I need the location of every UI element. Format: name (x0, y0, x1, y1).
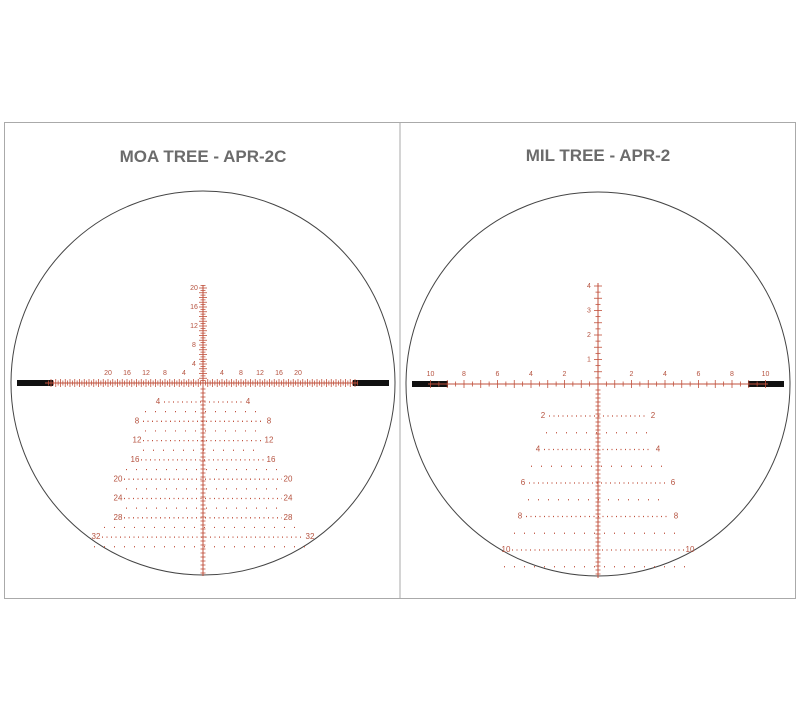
h-label: 2 (563, 371, 567, 378)
tree-label: 12 (133, 436, 142, 445)
h-label: 10 (427, 371, 435, 378)
h-label: 16 (275, 370, 283, 377)
h-label: 12 (142, 370, 150, 377)
h-label: 8 (163, 370, 167, 377)
h-label: 4 (220, 370, 224, 377)
tree-label: 2 (651, 411, 656, 420)
v-label: 16 (190, 304, 198, 311)
tree-label: 24 (284, 494, 293, 503)
h-label: 4 (529, 371, 533, 378)
h-label: 8 (462, 371, 466, 378)
tree-label: 16 (131, 455, 140, 464)
h-label: 6 (496, 371, 500, 378)
v-label: 4 (192, 361, 196, 368)
h-label: 16 (123, 370, 131, 377)
h-label: 8 (730, 371, 734, 378)
tree-label: 6 (671, 478, 676, 487)
h-label: 2 (630, 371, 634, 378)
v-label: 2 (587, 332, 591, 339)
tree-label: 20 (114, 474, 123, 483)
panel-title: MIL TREE - APR-2 (526, 146, 671, 165)
tree-label: 24 (114, 494, 123, 503)
post (353, 380, 389, 386)
tree-label: 32 (92, 532, 101, 541)
tree-label: 8 (135, 416, 140, 425)
tree-label: 4 (156, 397, 161, 406)
tree-label: 4 (246, 397, 251, 406)
v-label: 20 (190, 285, 198, 292)
tree-label: 32 (306, 532, 315, 541)
v-label: 3 (587, 307, 591, 314)
h-label: 20 (104, 370, 112, 377)
post (17, 380, 53, 386)
tree-label: 4 (656, 445, 661, 454)
tree-label: 8 (518, 512, 523, 521)
v-label: 12 (190, 323, 198, 330)
tree-label: 28 (114, 513, 123, 522)
h-label: 20 (294, 370, 302, 377)
tree-label: 10 (686, 545, 695, 554)
tree-label: 10 (502, 545, 511, 554)
h-label: 4 (663, 371, 667, 378)
h-label: 6 (697, 371, 701, 378)
tree-label: 12 (265, 436, 274, 445)
tree-label: 4 (536, 445, 541, 454)
h-label: 10 (762, 371, 770, 378)
h-label: 12 (256, 370, 264, 377)
tree-label: 20 (284, 474, 293, 483)
h-label: 8 (239, 370, 243, 377)
tree-label: 8 (267, 416, 272, 425)
h-label: 4 (182, 370, 186, 377)
tree-label: 2 (541, 411, 546, 420)
panel-title: MOA TREE - APR-2C (120, 147, 287, 166)
v-label: 1 (587, 356, 591, 363)
v-label: 4 (587, 283, 591, 290)
v-label: 8 (192, 342, 196, 349)
tree-label: 16 (267, 455, 276, 464)
tree-label: 6 (521, 478, 526, 487)
tree-label: 28 (284, 513, 293, 522)
tree-label: 8 (674, 512, 679, 521)
